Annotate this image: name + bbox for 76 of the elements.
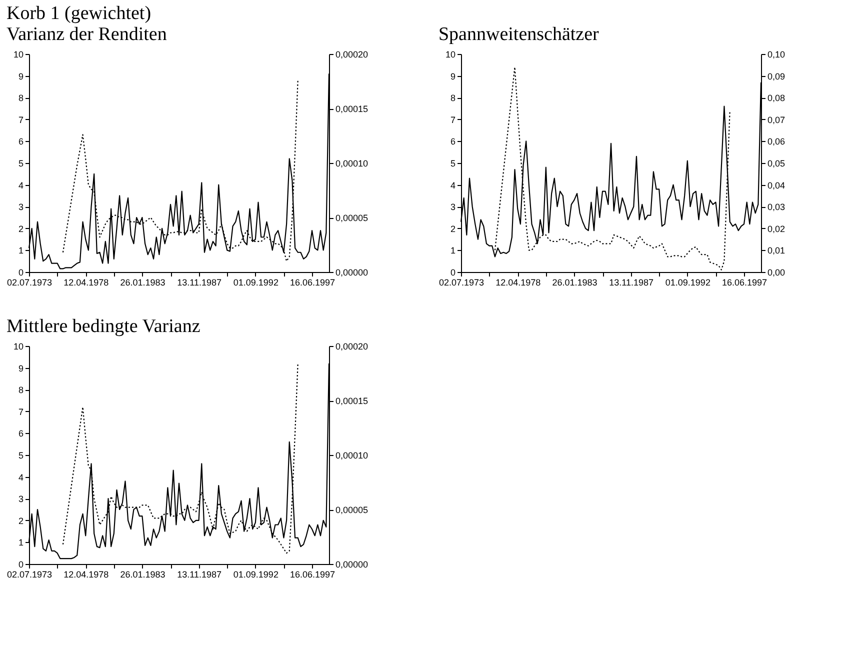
y2-tick-label: 0,00020: [336, 50, 368, 60]
y2-tick-label: 0,00015: [336, 396, 368, 406]
x-tick-label: 26.01.1983: [120, 570, 166, 580]
y2-tick-label: 0,00010: [336, 158, 368, 168]
chart-title: Spannweitenschätzer: [438, 24, 600, 45]
y-tick-label: 10: [445, 50, 456, 60]
y-tick-label: 6: [18, 428, 24, 439]
x-tick-label: 02.07.1973: [438, 278, 484, 288]
y2-tick-label: 0,00005: [336, 213, 368, 223]
y-tick-label: 3: [18, 494, 24, 504]
y2-tick-label: 0,08: [768, 93, 786, 104]
y2-tick-label: 0,00015: [336, 104, 368, 114]
y2-tick-label: 0,00000: [336, 560, 368, 570]
y2-tick-label: 0,04: [768, 180, 786, 190]
y-tick-label: 9: [18, 363, 24, 374]
y-tick-label: 10: [13, 342, 24, 352]
y-tick-label: 6: [18, 136, 24, 147]
chart-title: Korb 1 (gewichtet): [6, 3, 152, 24]
y2-tick-label: 0,00010: [336, 450, 368, 460]
y-tick-label: 9: [450, 71, 456, 82]
x-tick-label: 12.04.1978: [496, 278, 541, 288]
y-tick-label: 7: [450, 114, 456, 125]
y-tick-label: 4: [18, 472, 24, 482]
y2-tick-label: 0,01: [768, 246, 786, 256]
y2-tick-label: 0,00005: [336, 505, 368, 515]
x-tick-label: 16.06.1997: [290, 570, 336, 580]
y-tick-label: 0: [450, 268, 456, 278]
y-tick-label: 8: [18, 93, 24, 104]
y-tick-label: 4: [18, 180, 24, 190]
y2-tick-label: 0,02: [768, 224, 786, 234]
x-tick-label: 16.06.1997: [290, 278, 336, 288]
y-tick-label: 3: [450, 202, 456, 212]
x-tick-label: 26.01.1983: [120, 278, 166, 288]
x-tick-label: 12.04.1978: [64, 278, 109, 288]
y-tick-label: 5: [18, 450, 24, 460]
y-tick-label: 10: [13, 50, 24, 60]
x-tick-label: 13.11.1987: [609, 278, 654, 288]
y-tick-label: 4: [450, 180, 456, 190]
x-tick-label: 02.07.1973: [6, 570, 52, 580]
y-tick-label: 1: [18, 246, 24, 256]
x-tick-label: 01.09.1992: [665, 278, 710, 288]
y2-tick-label: 0,05: [768, 158, 786, 168]
y-tick-label: 3: [18, 202, 24, 212]
y2-tick-label: 0,03: [768, 202, 786, 212]
x-tick-label: 13.11.1987: [177, 570, 222, 580]
y-tick-label: 0: [18, 560, 24, 570]
y2-tick-label: 0,06: [768, 136, 786, 147]
y-tick-label: 2: [18, 224, 24, 234]
y2-tick-label: 0,00000: [336, 268, 368, 278]
y-tick-label: 2: [18, 516, 24, 526]
y-tick-label: 5: [450, 158, 456, 168]
y2-tick-label: 0,10: [768, 50, 786, 60]
x-tick-label: 12.04.1978: [64, 570, 109, 580]
y-tick-label: 6: [450, 136, 456, 147]
y-tick-label: 5: [18, 158, 24, 168]
y2-tick-label: 0,07: [768, 114, 786, 125]
y-tick-label: 1: [450, 246, 456, 256]
y-tick-label: 9: [18, 71, 24, 82]
y2-tick-label: 0,09: [768, 71, 786, 82]
x-tick-label: 16.06.1997: [722, 278, 768, 288]
y-tick-label: 1: [18, 538, 24, 548]
x-tick-label: 13.11.1987: [177, 278, 222, 288]
chart-subtitle: Varianz der Renditen: [6, 24, 168, 45]
y-tick-label: 0: [18, 268, 24, 278]
y-tick-label: 7: [18, 406, 24, 417]
y-tick-label: 2: [450, 224, 456, 234]
y-tick-label: 8: [18, 385, 24, 396]
x-tick-label: 02.07.1973: [6, 278, 52, 288]
y-tick-label: 7: [18, 114, 24, 125]
y2-tick-label: 0,00: [768, 268, 786, 278]
x-tick-label: 01.09.1992: [233, 570, 278, 580]
y2-tick-label: 0,00020: [336, 342, 368, 352]
x-tick-label: 26.01.1983: [552, 278, 598, 288]
chart-title: Mittlere bedingte Varianz: [6, 316, 200, 337]
y-tick-label: 8: [450, 93, 456, 104]
x-tick-label: 01.09.1992: [233, 278, 278, 288]
